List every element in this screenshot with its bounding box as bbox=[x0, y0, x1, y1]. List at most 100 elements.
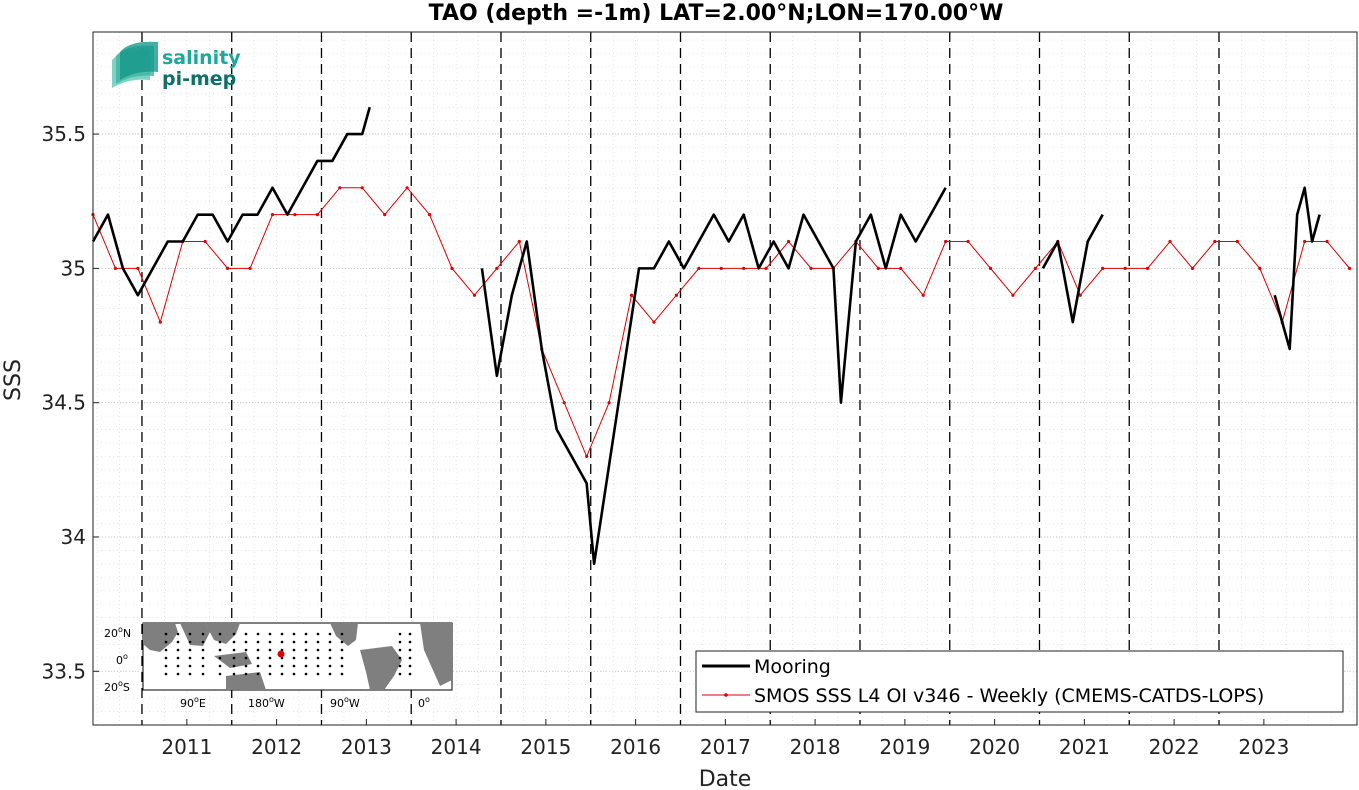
map-lat-20s-label: 20oS bbox=[104, 679, 130, 694]
series-point bbox=[652, 320, 656, 324]
buoy-dot bbox=[398, 664, 402, 668]
buoy-dot bbox=[244, 648, 248, 652]
map-lat-0-label: 0o bbox=[116, 652, 128, 667]
buoy-dot bbox=[304, 664, 308, 668]
series-point bbox=[1145, 266, 1150, 270]
series-point bbox=[607, 401, 611, 405]
x-tick-label: 2012 bbox=[251, 735, 302, 759]
buoy-dot bbox=[176, 672, 180, 676]
minor-grid bbox=[93, 32, 1357, 725]
series-point bbox=[719, 266, 723, 270]
y-tick-label: 35 bbox=[61, 256, 86, 280]
buoy-dot bbox=[304, 656, 308, 660]
land-east-asia bbox=[205, 623, 240, 644]
buoy-dot bbox=[164, 672, 168, 676]
buoy-dot bbox=[201, 648, 205, 652]
land-australia bbox=[226, 672, 266, 690]
series-point bbox=[742, 266, 746, 270]
buoy-dot bbox=[268, 648, 272, 652]
series-line-segment bbox=[91, 106, 371, 297]
series-point bbox=[809, 266, 813, 270]
buoy-dot bbox=[408, 664, 412, 668]
wave-logo-icon bbox=[112, 41, 158, 88]
series-point bbox=[226, 266, 230, 270]
x-axis-ticks: 2011 2012 2013 2014 2015 2016 2017 2018 2019 2020… bbox=[161, 719, 1289, 759]
series-point bbox=[1011, 293, 1015, 297]
buoy-dot bbox=[232, 672, 236, 676]
y-tick-label: 33.5 bbox=[41, 659, 86, 683]
buoy-dot bbox=[316, 640, 320, 644]
x-axis-label: Date bbox=[699, 767, 752, 790]
series-point bbox=[270, 213, 275, 217]
buoy-dot bbox=[316, 656, 320, 660]
buoy-dot bbox=[398, 672, 402, 676]
land-south-america bbox=[360, 646, 402, 690]
map-lon-90e-label: 90oE bbox=[180, 695, 206, 710]
buoy-dot bbox=[292, 672, 296, 676]
x-tick-label: 2017 bbox=[700, 735, 751, 759]
buoy-dot bbox=[188, 664, 192, 668]
chart-title: TAO (depth =-1m) LAT=2.00°N;LON=170.00°W bbox=[429, 1, 1004, 26]
series-point bbox=[1303, 239, 1307, 244]
buoy-dot bbox=[328, 640, 332, 644]
series-point bbox=[383, 213, 387, 217]
buoy-dot bbox=[408, 648, 412, 652]
buoy-dot bbox=[408, 672, 412, 676]
buoy-dot bbox=[304, 672, 308, 676]
buoy-dot bbox=[280, 632, 284, 636]
y-tick-label: 34 bbox=[61, 525, 86, 549]
buoy-dot bbox=[256, 640, 260, 644]
map-lat-20n-label: 20oN bbox=[104, 625, 131, 640]
buoy-dot bbox=[268, 656, 272, 660]
buoy-dot bbox=[304, 640, 308, 644]
buoy-dot bbox=[232, 656, 236, 660]
series-point bbox=[248, 266, 252, 270]
x-tick-label: 2016 bbox=[610, 735, 661, 759]
series-point bbox=[472, 293, 477, 297]
buoy-dot bbox=[256, 664, 260, 668]
buoy-dot bbox=[398, 632, 402, 636]
series-point bbox=[450, 266, 454, 270]
buoy-dot bbox=[244, 632, 248, 636]
buoy-dot bbox=[316, 664, 320, 668]
buoy-dot bbox=[201, 664, 205, 668]
legend: Mooring SMOS SSS L4 OI v346 - Weekly (CM… bbox=[695, 650, 1344, 713]
x-tick-label: 2014 bbox=[431, 735, 482, 759]
series-line-segment bbox=[480, 187, 947, 566]
buoy-dot bbox=[256, 632, 260, 636]
x-tick-label: 2018 bbox=[790, 735, 841, 759]
series-line-segment bbox=[1041, 214, 1104, 324]
buoy-dot bbox=[398, 656, 402, 660]
series-point bbox=[585, 454, 589, 458]
series-point bbox=[1347, 266, 1352, 270]
buoy-dot bbox=[256, 648, 260, 652]
buoy-dot bbox=[164, 648, 168, 652]
buoy-dot bbox=[292, 648, 296, 652]
buoy-dot bbox=[328, 672, 332, 676]
series-point bbox=[988, 266, 993, 270]
x-tick-label: 2019 bbox=[879, 735, 930, 759]
buoy-dot bbox=[218, 664, 222, 668]
buoy-dot bbox=[176, 632, 180, 636]
buoy-dot bbox=[280, 664, 284, 668]
mooring-series bbox=[91, 106, 1321, 566]
buoy-array-dots bbox=[164, 632, 412, 676]
buoy-dot bbox=[176, 640, 180, 644]
buoy-dot bbox=[268, 632, 272, 636]
buoy-dot bbox=[304, 648, 308, 652]
smos-series bbox=[91, 186, 1352, 458]
buoy-dot bbox=[256, 656, 260, 660]
buoy-dot bbox=[408, 632, 412, 636]
series-point bbox=[315, 213, 319, 217]
buoy-dot bbox=[218, 632, 222, 636]
buoy-dot bbox=[408, 656, 412, 660]
series-point bbox=[1033, 266, 1037, 270]
series-point bbox=[629, 293, 634, 297]
series-point bbox=[786, 239, 791, 244]
series-point bbox=[876, 266, 880, 270]
buoy-dot bbox=[280, 672, 284, 676]
x-tick-label: 2022 bbox=[1149, 735, 1200, 759]
buoy-dot bbox=[328, 632, 332, 636]
buoy-dot bbox=[244, 656, 248, 660]
series-point bbox=[203, 239, 207, 244]
